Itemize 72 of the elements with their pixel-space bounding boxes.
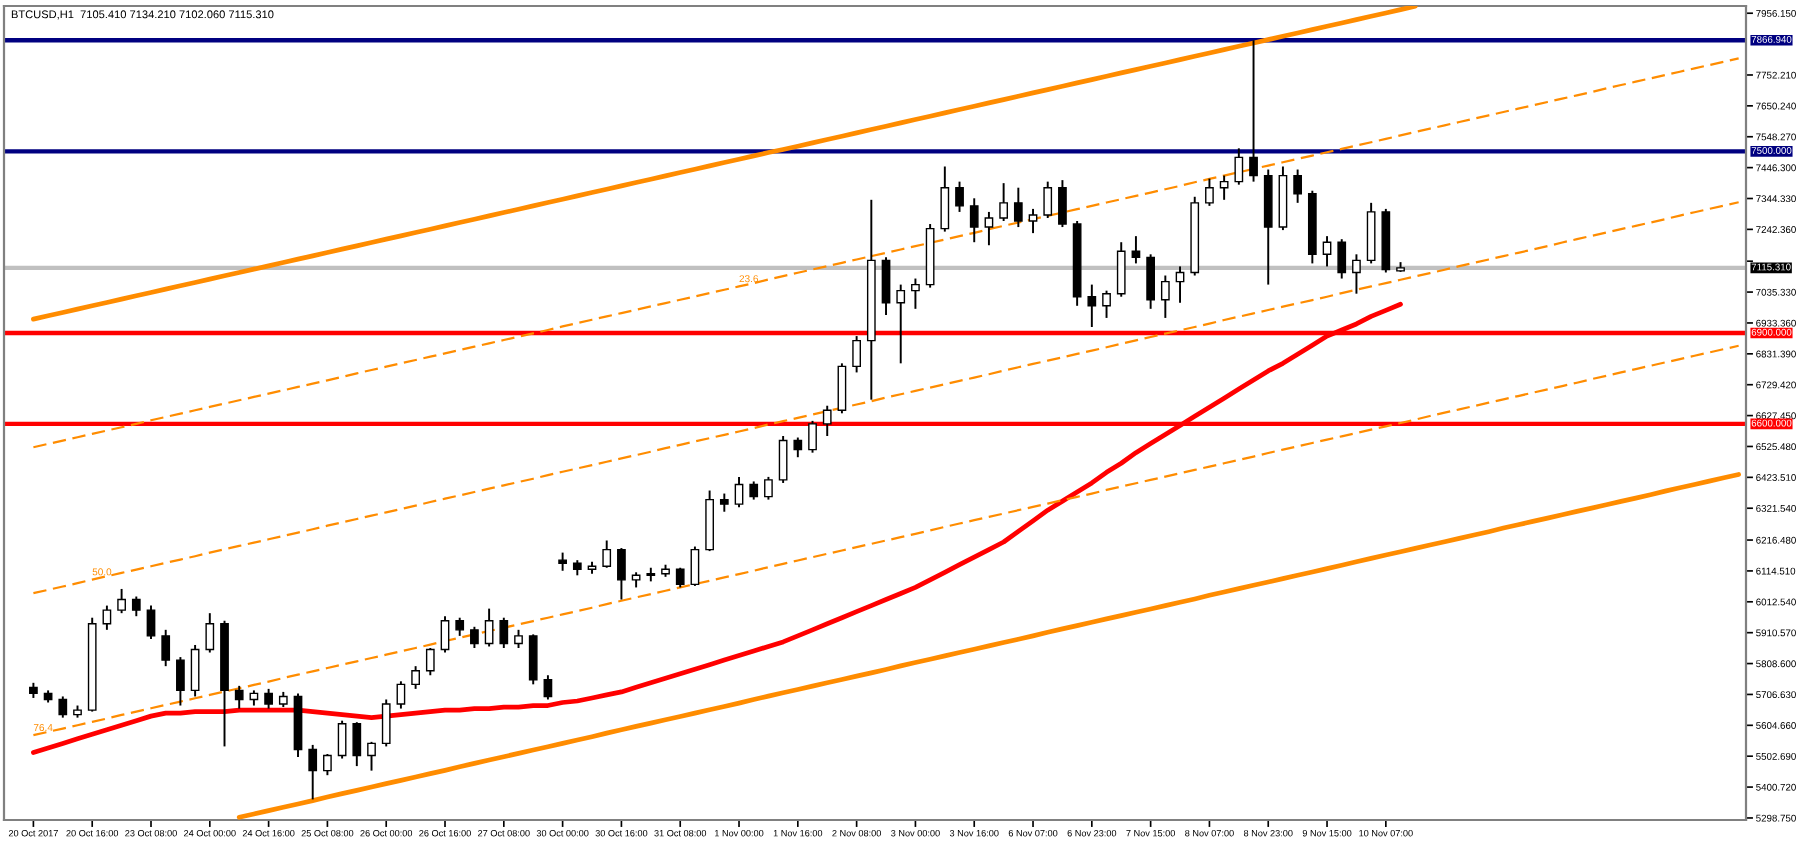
candlestick (1028, 207, 1038, 235)
candlestick (58, 695, 68, 719)
candlestick (808, 419, 817, 454)
candlestick (764, 475, 773, 501)
candlestick (117, 587, 126, 615)
candlestick (911, 277, 920, 310)
candlestick (1205, 177, 1214, 207)
candlestick (367, 740, 376, 772)
candlestick (1219, 174, 1229, 201)
candlestick (161, 628, 171, 668)
candlestick (1087, 283, 1097, 328)
candlestick (1249, 39, 1258, 183)
candlestick (1058, 179, 1067, 229)
candlestick (484, 607, 494, 648)
candlestick (1352, 253, 1361, 295)
candlestick (411, 665, 420, 690)
candlestick (1043, 180, 1053, 219)
candlestick (352, 721, 362, 768)
candlestick (852, 335, 861, 374)
candlestick (602, 539, 612, 569)
line-series (32, 344, 1740, 737)
candlestick (675, 566, 685, 589)
candlestick (205, 612, 215, 654)
candlestick (440, 615, 450, 654)
candlestick (558, 551, 567, 572)
candlestick (837, 362, 847, 415)
candlestick (881, 256, 891, 316)
candlestick (102, 604, 112, 631)
candlestick (131, 595, 141, 618)
candlestick (999, 182, 1008, 222)
candlestick (190, 644, 200, 698)
candlestick (1234, 147, 1244, 186)
candlestick (734, 475, 744, 509)
candlestick (455, 616, 465, 637)
candlestick (470, 625, 479, 649)
candlestick (264, 687, 273, 710)
candlestick (955, 180, 964, 213)
candlestick (1160, 274, 1170, 319)
candlestick (499, 616, 509, 649)
candlestick (1116, 241, 1126, 298)
candlestick (940, 165, 950, 233)
candlestick (308, 743, 318, 801)
candlestick (514, 628, 523, 649)
candlestick (381, 698, 391, 748)
candlestick (1322, 235, 1332, 268)
candlestick (323, 753, 332, 777)
candlestick (425, 647, 435, 677)
candlestick (1337, 238, 1347, 280)
candlestick (176, 656, 185, 707)
candlestick (896, 283, 906, 365)
candlestick (793, 436, 803, 459)
line-series (236, 472, 1742, 820)
candlestick (337, 719, 347, 760)
candlestick (749, 480, 759, 501)
candlestick (984, 210, 994, 247)
candlestick (396, 680, 406, 710)
candlestick (778, 435, 788, 484)
line-series (32, 57, 1740, 449)
candlestick (690, 545, 700, 587)
candlestick (617, 547, 626, 601)
candlestick (528, 633, 538, 686)
candlestick (1102, 289, 1111, 319)
candlestick (969, 197, 979, 244)
candlestick (146, 604, 156, 640)
candlestick (719, 492, 729, 513)
line-series (32, 201, 1740, 595)
candlestick (234, 684, 244, 710)
candlestick (543, 674, 553, 701)
candlestick (1146, 253, 1156, 310)
candlestick (1013, 186, 1023, 229)
candlestick (822, 404, 832, 437)
candlestick (1293, 168, 1303, 204)
